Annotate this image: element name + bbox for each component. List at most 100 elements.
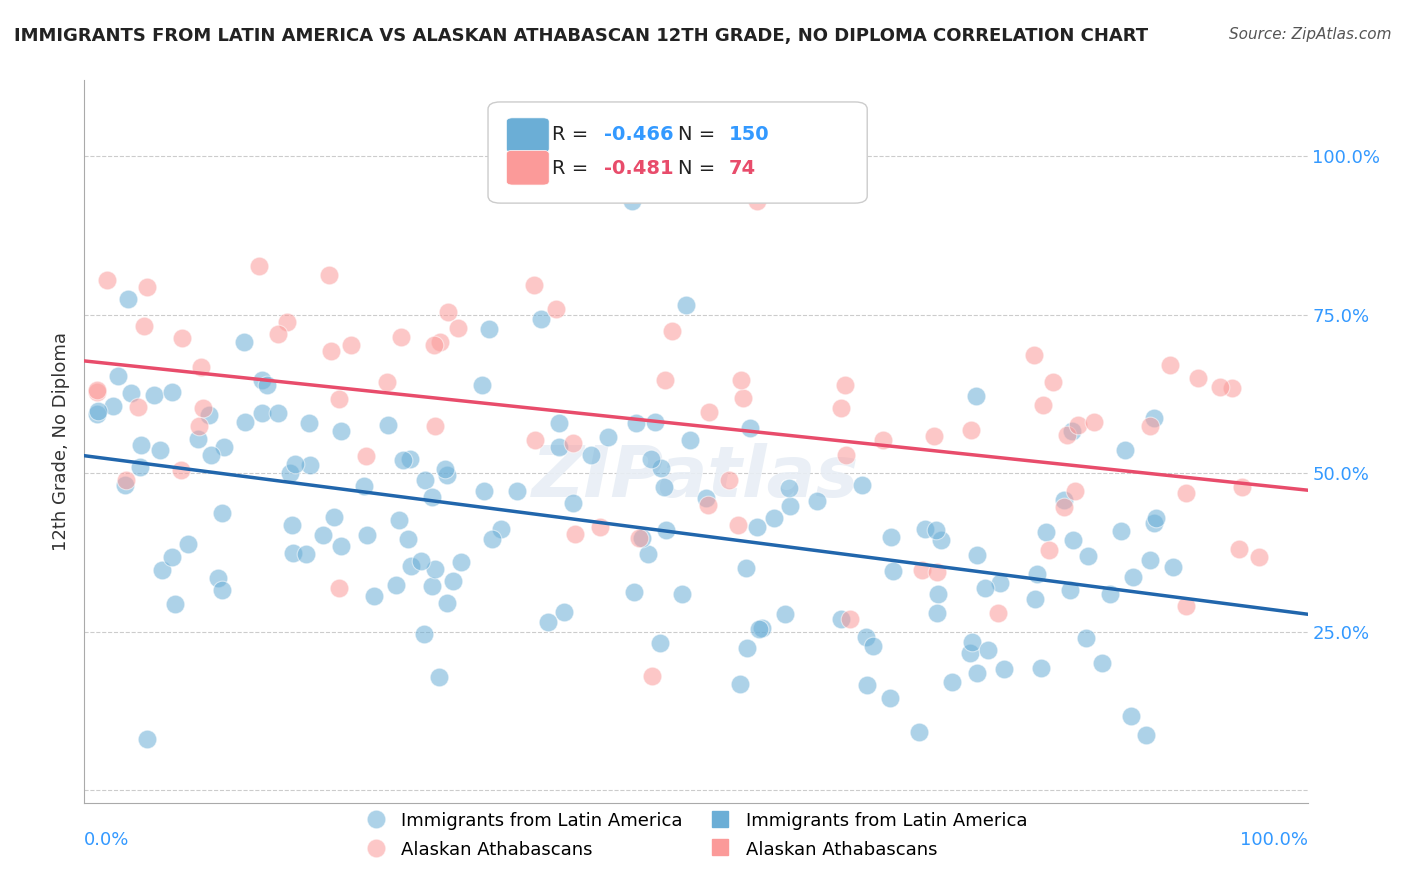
Alaskan Athabascans: [1174, 599, 1197, 614]
Alaskan Athabascans: [641, 669, 664, 683]
Immigrants from Latin America: [862, 639, 884, 653]
Immigrants from Latin America: [436, 595, 458, 609]
Alaskan Athabascans: [1038, 543, 1060, 558]
Text: 74: 74: [728, 159, 756, 178]
Immigrants from Latin America: [1059, 582, 1081, 597]
Immigrants from Latin America: [941, 675, 963, 690]
Alaskan Athabascans: [1230, 480, 1253, 494]
Immigrants from Latin America: [1139, 553, 1161, 567]
Immigrants from Latin America: [211, 506, 233, 520]
Alaskan Athabascans: [339, 337, 361, 351]
Immigrants from Latin America: [392, 453, 415, 467]
Immigrants from Latin America: [422, 579, 444, 593]
Alaskan Athabascans: [423, 338, 446, 352]
Alaskan Athabascans: [447, 320, 470, 334]
Immigrants from Latin America: [329, 539, 352, 553]
Alaskan Athabascans: [375, 375, 398, 389]
Immigrants from Latin America: [966, 665, 988, 680]
Alaskan Athabascans: [1227, 541, 1250, 556]
Immigrants from Latin America: [117, 292, 139, 306]
Immigrants from Latin America: [806, 494, 828, 508]
Immigrants from Latin America: [1029, 660, 1052, 674]
Immigrants from Latin America: [353, 478, 375, 492]
Immigrants from Latin America: [101, 400, 124, 414]
Immigrants from Latin America: [579, 448, 602, 462]
Immigrants from Latin America: [927, 587, 949, 601]
Alaskan Athabascans: [834, 378, 856, 392]
Alaskan Athabascans: [697, 498, 720, 512]
Alaskan Athabascans: [661, 324, 683, 338]
Alaskan Athabascans: [247, 260, 270, 274]
Immigrants from Latin America: [851, 478, 873, 492]
Immigrants from Latin America: [1114, 443, 1136, 458]
Alaskan Athabascans: [318, 268, 340, 282]
Immigrants from Latin America: [207, 571, 229, 585]
Immigrants from Latin America: [730, 677, 752, 691]
Immigrants from Latin America: [385, 578, 408, 592]
Immigrants from Latin America: [925, 606, 948, 620]
Immigrants from Latin America: [120, 385, 142, 400]
Immigrants from Latin America: [748, 622, 770, 636]
Immigrants from Latin America: [1099, 587, 1122, 601]
Immigrants from Latin America: [879, 690, 901, 705]
Immigrants from Latin America: [323, 510, 346, 524]
Immigrants from Latin America: [131, 438, 153, 452]
Alaskan Athabascans: [127, 400, 149, 414]
Text: R =: R =: [551, 159, 595, 178]
Alaskan Athabascans: [911, 563, 934, 577]
Alaskan Athabascans: [188, 419, 211, 434]
Immigrants from Latin America: [925, 524, 948, 538]
Immigrants from Latin America: [631, 531, 654, 545]
Alaskan Athabascans: [190, 359, 212, 374]
Immigrants from Latin America: [966, 548, 988, 562]
Immigrants from Latin America: [775, 607, 797, 622]
Immigrants from Latin America: [377, 418, 399, 433]
Text: 100.0%: 100.0%: [1240, 831, 1308, 849]
Immigrants from Latin America: [363, 589, 385, 603]
Immigrants from Latin America: [330, 424, 353, 438]
Immigrants from Latin America: [420, 491, 443, 505]
Immigrants from Latin America: [914, 522, 936, 536]
Alaskan Athabascans: [429, 334, 451, 349]
Immigrants from Latin America: [427, 670, 450, 684]
Immigrants from Latin America: [778, 481, 800, 495]
Alaskan Athabascans: [132, 318, 155, 333]
Immigrants from Latin America: [472, 484, 495, 499]
Immigrants from Latin America: [149, 443, 172, 458]
Immigrants from Latin America: [413, 473, 436, 487]
Immigrants from Latin America: [644, 415, 666, 429]
Alaskan Athabascans: [1053, 500, 1076, 514]
Immigrants from Latin America: [751, 621, 773, 635]
Immigrants from Latin America: [443, 574, 465, 589]
Immigrants from Latin America: [779, 499, 801, 513]
Immigrants from Latin America: [675, 298, 697, 312]
Alaskan Athabascans: [86, 384, 108, 399]
Alaskan Athabascans: [1056, 428, 1078, 442]
Alaskan Athabascans: [727, 517, 749, 532]
Immigrants from Latin America: [136, 732, 159, 747]
Immigrants from Latin America: [1060, 425, 1083, 439]
Immigrants from Latin America: [965, 389, 987, 403]
Immigrants from Latin America: [256, 378, 278, 392]
Alaskan Athabascans: [1247, 550, 1270, 565]
Immigrants from Latin America: [280, 518, 302, 533]
Text: -0.481: -0.481: [605, 159, 673, 178]
Immigrants from Latin America: [312, 528, 335, 542]
Alaskan Athabascans: [356, 449, 378, 463]
Immigrants from Latin America: [1109, 524, 1132, 538]
Immigrants from Latin America: [882, 565, 904, 579]
Immigrants from Latin America: [298, 458, 321, 473]
Immigrants from Latin America: [530, 312, 553, 326]
Immigrants from Latin America: [284, 457, 307, 471]
Immigrants from Latin America: [548, 441, 571, 455]
Immigrants from Latin America: [1146, 510, 1168, 524]
Immigrants from Latin America: [283, 546, 305, 560]
Immigrants from Latin America: [637, 547, 659, 561]
Alaskan Athabascans: [1159, 358, 1181, 372]
Alaskan Athabascans: [193, 401, 215, 416]
Alaskan Athabascans: [733, 391, 755, 405]
Immigrants from Latin America: [855, 630, 877, 644]
Immigrants from Latin America: [436, 468, 458, 483]
Immigrants from Latin America: [1062, 533, 1084, 547]
Alaskan Athabascans: [423, 419, 446, 434]
